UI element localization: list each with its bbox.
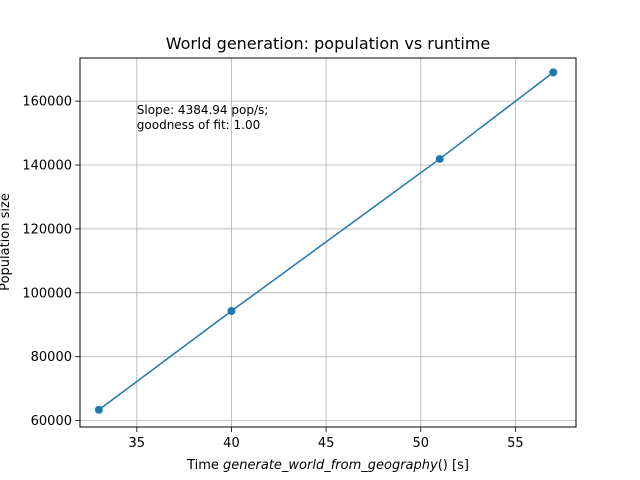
x-tick-label: 50: [412, 436, 429, 451]
data-point: [549, 68, 558, 77]
chart-title: World generation: population vs runtime: [166, 34, 491, 53]
data-point: [435, 154, 444, 163]
series-layer: [94, 68, 558, 414]
x-tick-label: 45: [318, 436, 335, 451]
annotation: Slope: 4384.94 pop/s;goodness of fit: 1.…: [137, 103, 269, 132]
ticks: 35 40 45 50 55 60000 80000 100000 120000 140000 16…: [22, 95, 523, 451]
y-tick-label: 80000: [31, 350, 72, 365]
plot-frame: [79, 57, 577, 428]
x-axis-label-prefix: Time: [186, 458, 223, 473]
x-tick-label: 40: [223, 436, 240, 451]
data-point: [227, 307, 236, 316]
y-tick-label: 60000: [31, 414, 72, 429]
x-axis-label-suffix: () [s]: [438, 458, 469, 473]
y-tick-label: 120000: [22, 222, 72, 237]
data-point: [94, 405, 103, 414]
annotation-line: Slope: 4384.94 pop/s;: [137, 103, 269, 117]
x-tick-label: 55: [507, 436, 524, 451]
x-tick-label: 35: [129, 436, 146, 451]
series-line: [98, 71, 554, 411]
y-tick-label: 140000: [22, 159, 72, 174]
y-tick-label: 100000: [22, 286, 72, 301]
x-axis-label: Time generate_world_from_geography() [s]: [186, 458, 469, 473]
annotation-line: goodness of fit: 1.00: [137, 118, 260, 132]
y-tick-label: 160000: [22, 95, 72, 110]
y-axis-label: Population size: [0, 193, 13, 291]
x-axis-label-function: generate_world_from_geography: [223, 458, 438, 473]
